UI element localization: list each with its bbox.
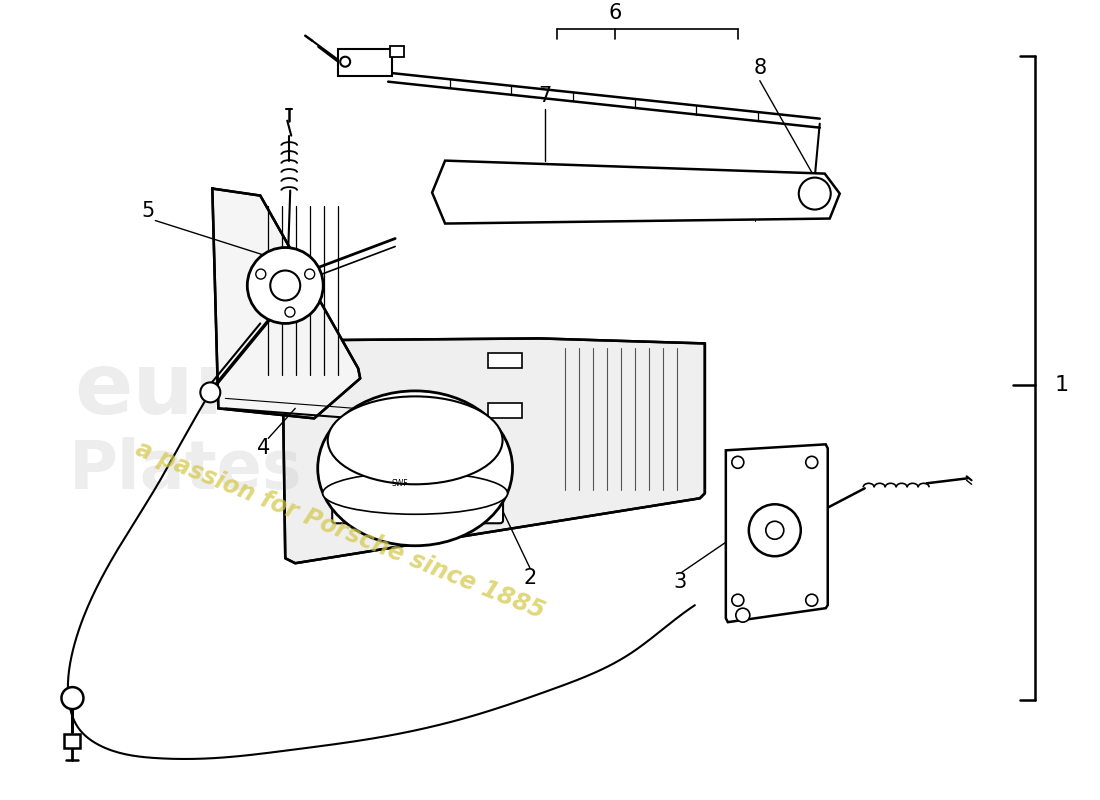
Bar — [488, 354, 522, 369]
Circle shape — [62, 687, 84, 709]
Text: 1: 1 — [1055, 375, 1068, 395]
Text: 5: 5 — [783, 572, 796, 592]
Circle shape — [256, 269, 266, 279]
Polygon shape — [726, 444, 827, 622]
Text: euro: euro — [75, 349, 296, 432]
Polygon shape — [283, 338, 705, 563]
Text: a passion for Porsche since 1885: a passion for Porsche since 1885 — [132, 437, 548, 624]
Text: 6: 6 — [608, 2, 622, 22]
Text: 2: 2 — [524, 568, 537, 588]
Ellipse shape — [322, 472, 507, 514]
Ellipse shape — [328, 396, 503, 484]
Polygon shape — [432, 161, 839, 223]
Text: 3: 3 — [673, 572, 686, 592]
Text: 8: 8 — [754, 58, 767, 78]
Text: SWF: SWF — [392, 479, 408, 488]
Text: 4: 4 — [256, 438, 270, 458]
Circle shape — [305, 269, 315, 279]
Circle shape — [799, 178, 830, 210]
Circle shape — [806, 456, 817, 468]
Circle shape — [732, 456, 744, 468]
Polygon shape — [212, 189, 360, 418]
Circle shape — [271, 270, 300, 301]
Text: 7: 7 — [538, 86, 551, 106]
Circle shape — [340, 57, 350, 66]
Circle shape — [200, 382, 220, 402]
Ellipse shape — [318, 391, 513, 546]
Text: Plates: Plates — [68, 438, 302, 503]
Circle shape — [285, 307, 295, 317]
Text: 5: 5 — [142, 201, 155, 221]
Bar — [390, 46, 404, 57]
Circle shape — [749, 504, 801, 556]
Circle shape — [806, 594, 817, 606]
FancyBboxPatch shape — [332, 467, 503, 523]
Bar — [65, 734, 80, 748]
Circle shape — [732, 594, 744, 606]
Circle shape — [766, 522, 784, 539]
Circle shape — [248, 247, 323, 323]
Bar — [488, 403, 522, 418]
Polygon shape — [338, 49, 393, 76]
Circle shape — [736, 608, 750, 622]
